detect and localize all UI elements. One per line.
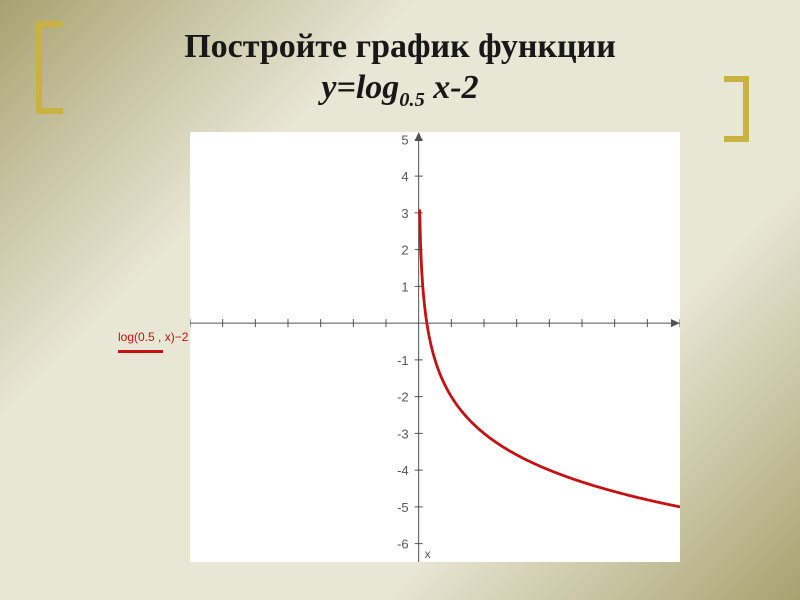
svg-text:3: 3	[401, 206, 408, 221]
svg-text:5: 5	[401, 132, 408, 147]
formula-y: y	[321, 69, 336, 106]
svg-text:2: 2	[401, 243, 408, 258]
svg-text:-6: -6	[397, 537, 409, 552]
svg-text:1: 1	[401, 279, 408, 294]
svg-text:-3: -3	[397, 426, 409, 441]
slide-container: Постройте график функции y=log0.5 x-2 lo…	[0, 0, 800, 600]
svg-text:4: 4	[401, 169, 408, 184]
chart-container: log(0.5 , x)−2 -6 -5 -4 -3 -2 -1 1 2 3 4 5 x	[100, 132, 700, 572]
svg-text:-5: -5	[397, 500, 409, 515]
legend-label: log(0.5 , x)−2	[118, 330, 188, 344]
formula-rest: x-2	[425, 69, 479, 106]
chart-plot: -6 -5 -4 -3 -2 -1 1 2 3 4 5 x	[190, 132, 680, 562]
svg-text:-1: -1	[397, 353, 409, 368]
legend-line	[118, 350, 163, 353]
title-area: Постройте график функции y=log0.5 x-2	[0, 0, 800, 132]
title-text: Постройте график функции	[0, 25, 800, 69]
title-formula: y=log0.5 x-2	[0, 69, 800, 112]
svg-text:-2: -2	[397, 390, 409, 405]
svg-text:-4: -4	[397, 463, 409, 478]
formula-subscript: 0.5	[399, 89, 425, 111]
formula-eq: =log	[336, 69, 399, 106]
svg-text:x: x	[425, 547, 431, 561]
